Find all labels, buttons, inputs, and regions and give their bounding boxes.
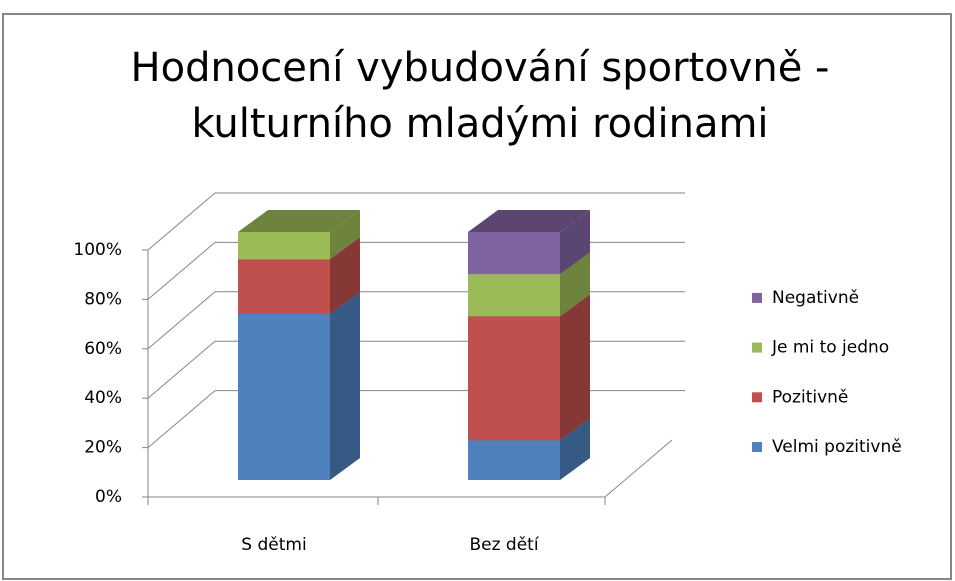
grid-line (147, 340, 685, 399)
bar-side (560, 252, 590, 317)
legend-label: Negativně (772, 288, 859, 308)
bar-top (238, 210, 360, 232)
y-tick-label: 80% (84, 289, 122, 309)
bar (468, 440, 560, 480)
y-tick-label: 60% (84, 339, 122, 359)
bar (468, 232, 560, 275)
bar-top (468, 210, 590, 232)
x-tick-label: S dětmi (241, 535, 306, 555)
y-tick-label: 0% (95, 487, 122, 507)
bar-side (330, 291, 360, 480)
bar-side (560, 418, 590, 480)
chart-title: Hodnocení vybudování sportovně - kulturn… (130, 45, 830, 147)
grid-line (147, 241, 685, 300)
bar-side (330, 237, 360, 314)
legend-label: Pozitivně (772, 387, 848, 407)
y-tick-label: 20% (84, 438, 122, 458)
bar (238, 232, 330, 260)
legend-swatch (752, 342, 762, 353)
bar (238, 259, 330, 314)
y-tick-label: 100% (73, 240, 122, 260)
floor (148, 439, 673, 498)
bar (468, 274, 560, 317)
grid-line (147, 291, 685, 350)
bar (238, 313, 330, 480)
bar-side (330, 210, 360, 260)
x-tick-label: Bez dětí (469, 535, 539, 555)
bar-side (560, 294, 590, 441)
legend-swatch (752, 392, 762, 403)
legend-label: Velmi pozitivně (772, 437, 902, 457)
bar (468, 316, 560, 441)
legend-label: Je mi to jedno (771, 338, 889, 358)
bar-side (560, 210, 590, 275)
chart-frame (2, 13, 952, 580)
grid-line (147, 192, 685, 251)
legend-swatch (752, 442, 762, 452)
grid-line (147, 390, 685, 448)
y-tick-label: 40% (84, 388, 122, 408)
legend-swatch (752, 292, 762, 303)
